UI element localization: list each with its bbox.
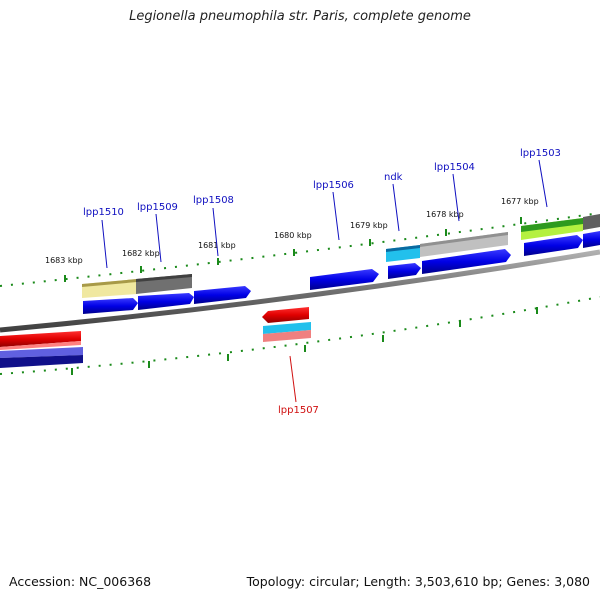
feature-bar [583, 214, 600, 230]
gene-label-lpp1510[interactable]: lpp1510 [83, 207, 124, 218]
feature-bar [386, 245, 420, 252]
gene-arrow[interactable] [83, 298, 138, 314]
gene-arrow[interactable] [138, 293, 194, 310]
feature-bar [420, 232, 508, 257]
gene-arrow[interactable] [388, 263, 421, 279]
forward-genes [83, 231, 600, 314]
kbp-label: 1680 kbp [274, 231, 312, 240]
reverse-features [0, 307, 311, 368]
gene-label-lpp1504[interactable]: lpp1504 [434, 162, 475, 173]
gene-label-lpp1506[interactable]: lpp1506 [313, 180, 354, 191]
kbp-label: 1679 kbp [350, 221, 388, 230]
kbp-label: 1683 kbp [45, 256, 83, 265]
kbp-label: 1682 kbp [122, 249, 160, 258]
gene-label-lpp1508[interactable]: lpp1508 [193, 195, 234, 206]
feature-bar [0, 341, 81, 350]
reverse-coordinate-track [0, 296, 600, 375]
gene-arrow[interactable] [194, 286, 251, 304]
kbp-label: 1678 kbp [426, 210, 464, 219]
feature-bar [0, 331, 81, 347]
feature-bar [420, 232, 508, 247]
gene-arrow[interactable] [583, 231, 600, 248]
gene-label-lpp1503[interactable]: lpp1503 [520, 148, 561, 159]
accession-text: Accession: NC_006368 [9, 574, 152, 589]
genome-map: 1683 kbp 1682 kbp 1681 kbp 1680 kbp 1679… [0, 148, 600, 416]
gene-arrow[interactable] [262, 307, 309, 323]
gene-arrow[interactable] [422, 249, 511, 274]
genome-summary-text: Topology: circular; Length: 3,503,610 bp… [246, 574, 590, 589]
feature-bar [263, 330, 311, 342]
feature-bar [136, 274, 192, 282]
gene-label-lpp1507[interactable]: lpp1507 [278, 405, 319, 416]
gene-label-ndk[interactable]: ndk [384, 172, 403, 183]
gene-arrow[interactable] [524, 235, 583, 256]
feature-bar [521, 218, 583, 232]
feature-bar [0, 347, 83, 358]
gene-leaders [101, 159, 548, 403]
kbp-label: 1677 kbp [501, 197, 539, 206]
feature-bar [82, 279, 137, 287]
gene-labels: lpp1510 lpp1509 lpp1508 lpp1506 ndk lpp1… [83, 148, 561, 416]
forward-features [82, 214, 600, 298]
genome-backbone [0, 249, 600, 333]
map-title: Legionella pneumophila str. Paris, compl… [129, 9, 471, 24]
gene-label-lpp1509[interactable]: lpp1509 [137, 202, 178, 213]
forward-coordinate-track [0, 212, 600, 287]
feature-bar [0, 355, 83, 368]
gene-arrow[interactable] [310, 269, 379, 290]
